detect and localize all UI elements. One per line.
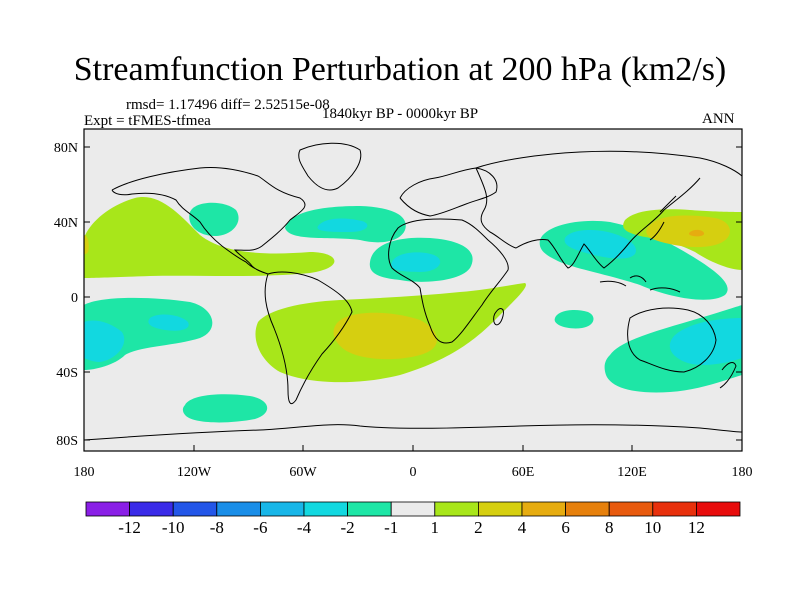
map-title: Streamfunction Perturbation at 200 hPa (…: [73, 51, 727, 88]
coast-greenland: [298, 142, 362, 191]
coast-north-america: [111, 167, 306, 275]
contour-asia-core: [564, 230, 636, 259]
lon-label-180e: 180: [732, 465, 753, 480]
contour-fields: [84, 197, 742, 423]
colorbar-labels: -12 -10 -8 -6 -4 -2 -1 1 2 4 6 8 10 12: [0, 518, 800, 538]
season-label: ANN: [702, 111, 735, 127]
coast-antarctica: [84, 424, 742, 441]
colorbar-label: -12: [118, 518, 141, 537]
contour-southern-negative: [182, 394, 268, 423]
contour-natl-core: [317, 218, 368, 232]
colorbar-swatch: [565, 501, 610, 517]
colorbar-swatch: [608, 501, 654, 517]
colorbar-label: -6: [253, 518, 268, 537]
colorbar-swatch: [477, 501, 523, 517]
coast-australia: [627, 307, 717, 373]
lon-label-60e: 60E: [512, 465, 535, 480]
colorbar-label: -2: [340, 518, 355, 537]
colorbar-label: -4: [296, 518, 312, 537]
colorbar-swatch: [390, 501, 436, 517]
lat-label-40n: 40N: [54, 216, 78, 231]
lon-label-120e: 120E: [617, 465, 647, 480]
contour-indian-negative: [554, 310, 594, 329]
colorbar-swatch: [652, 501, 697, 517]
colorbar-label: 8: [604, 518, 614, 537]
colorbar-swatch: [521, 501, 566, 517]
colorbar-label: -8: [209, 518, 224, 537]
lon-label-0: 0: [410, 465, 417, 480]
coast-south-america: [264, 271, 353, 405]
contour-aus-core: [669, 318, 742, 365]
contour-npac-positive: [84, 197, 335, 278]
lon-label-120w: 120W: [177, 465, 212, 480]
lat-label-0: 0: [71, 291, 78, 306]
colorbar-label: 4: [517, 518, 527, 537]
coast-africa: [388, 218, 509, 344]
contour-npac-edge: [84, 235, 89, 255]
lat-label-40s: 40S: [56, 366, 78, 381]
lon-label-180w: 180: [74, 465, 95, 480]
colorbar-swatch: [259, 501, 305, 517]
coastlines: [84, 142, 742, 441]
contour-africa-core: [391, 252, 441, 272]
colorbar-label: 6: [561, 518, 570, 537]
coast-new-zealand: [719, 362, 737, 389]
contour-spac-core2: [148, 314, 189, 331]
colorbar-label: 10: [644, 518, 662, 537]
colorbar-swatch: [129, 501, 174, 517]
lat-label-80s: 80S: [56, 434, 78, 449]
colorbar-swatch: [303, 501, 348, 517]
colorbar-label: 12: [687, 518, 705, 537]
coast-japan: [649, 195, 677, 241]
contour-spac-core: [84, 320, 125, 362]
colorbar-swatch: [696, 501, 741, 517]
colorbar-label: -1: [384, 518, 399, 537]
lat-label-80n: 80N: [54, 141, 78, 156]
contour-japan-core: [646, 215, 730, 248]
colorbar-label: 2: [474, 518, 483, 537]
coast-asia: [475, 150, 742, 269]
colorbar-swatch: [347, 501, 392, 517]
colorbar-label: -10: [161, 518, 185, 537]
contour-nam-negative: [189, 202, 239, 236]
period-label: 1840kyr BP - 0000kyr BP: [322, 106, 479, 122]
experiment-label: Expt = tFMES-tfmea: [84, 113, 211, 129]
colorbar-swatch: [434, 501, 479, 517]
coast-indonesia: [599, 275, 681, 293]
colorbar: [85, 501, 741, 517]
contour-japan-max: [689, 229, 705, 237]
lon-label-60w: 60W: [289, 465, 317, 480]
contour-satl-core: [333, 312, 437, 360]
coast-madagascar: [493, 308, 504, 326]
colorbar-label: 1: [430, 518, 440, 537]
plot-area: [84, 129, 742, 451]
colorbar-swatch: [216, 501, 261, 517]
axis-ticks: [84, 146, 742, 451]
colorbar-swatch: [85, 501, 130, 517]
stats-label: rmsd= 1.17496 diff= 2.52515e-08: [126, 97, 330, 113]
colorbar-swatch: [172, 501, 218, 517]
coast-europe: [399, 167, 498, 217]
